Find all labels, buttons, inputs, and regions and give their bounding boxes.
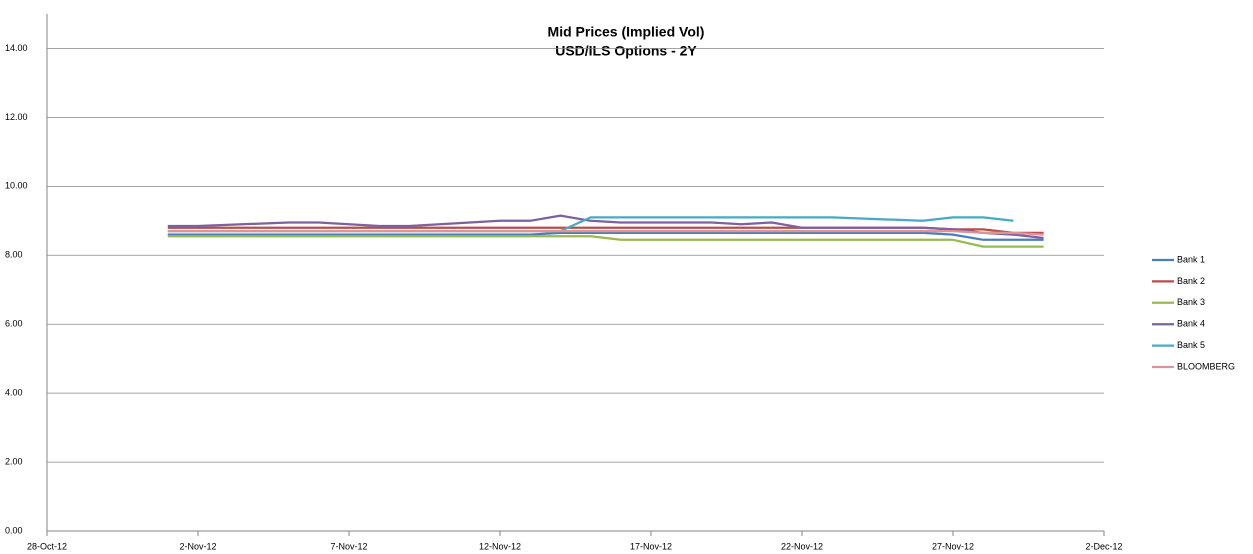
series-line	[167, 229, 1044, 236]
x-tick-label: 17-Nov-12	[630, 541, 672, 551]
y-tick-label: 14.00	[5, 43, 28, 53]
x-tick-label: 28-Oct-12	[27, 541, 67, 551]
x-tick-label: 22-Nov-12	[781, 541, 823, 551]
y-tick-label: 0.00	[5, 525, 23, 535]
legend-label: Bank 3	[1177, 297, 1205, 307]
series-line	[167, 231, 1044, 241]
y-tick-label: 4.00	[5, 388, 23, 398]
series-line	[167, 216, 1014, 233]
x-tick-label: 12-Nov-12	[479, 541, 521, 551]
y-tick-label: 2.00	[5, 456, 23, 466]
legend-label: Bank 5	[1177, 340, 1205, 350]
chart-subtitle: USD/ILS Options - 2Y	[555, 43, 697, 59]
legend-label: Bank 4	[1177, 319, 1205, 329]
series-line	[167, 214, 1044, 240]
x-tick-label: 7-Nov-12	[330, 541, 367, 551]
x-tick-label: 27-Nov-12	[932, 541, 974, 551]
legend-label: Bank 2	[1177, 276, 1205, 286]
x-tick-label: 2-Nov-12	[179, 541, 216, 551]
y-tick-label: 8.00	[5, 250, 23, 260]
legend-label: BLOOMBERG	[1177, 361, 1235, 371]
x-tick-label: 2-Dec-12	[1085, 541, 1122, 551]
y-tick-label: 12.00	[5, 112, 28, 122]
y-tick-label: 6.00	[5, 319, 23, 329]
chart-title: Mid Prices (Implied Vol)	[548, 24, 705, 40]
series-line	[167, 235, 1044, 248]
y-tick-label: 10.00	[5, 181, 28, 191]
legend-label: Bank 1	[1177, 254, 1205, 264]
